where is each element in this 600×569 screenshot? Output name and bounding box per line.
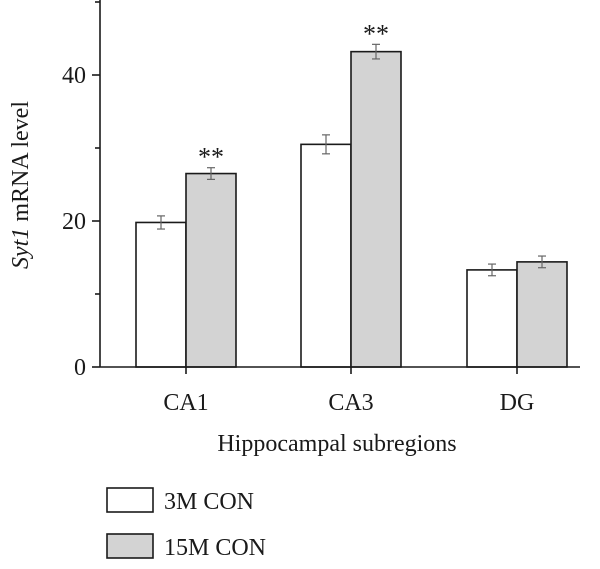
legend-swatch-3m-con xyxy=(106,487,154,513)
bar-3m-ca3 xyxy=(300,143,352,368)
legend-label-3m-con: 3M CON xyxy=(164,489,254,515)
y-tick-label-40: 40 xyxy=(62,63,86,89)
plot-area: ** ** 0 20 40 CA1 CA3 DG xyxy=(62,0,580,416)
bar-3m-dg xyxy=(466,269,518,368)
y-axis-label: Syt1 mRNA level xyxy=(8,101,34,269)
legend-swatch-15m-con xyxy=(106,533,154,559)
x-tick-label-ca1: CA1 xyxy=(163,390,208,416)
x-tick-label-dg: DG xyxy=(500,390,535,416)
error-bar-15m-ca3 xyxy=(372,43,380,60)
y-tick-label-0: 0 xyxy=(74,355,86,381)
error-bar-3m-ca3 xyxy=(322,134,330,155)
legend-label-15m-con: 15M CON xyxy=(164,535,266,561)
legend: 3M CON 15M CON xyxy=(106,487,266,561)
significance-label-ca1: ** xyxy=(198,143,224,172)
bar-15m-ca3 xyxy=(350,50,402,368)
x-axis-label: Hippocampal subregions xyxy=(217,431,456,457)
bar-15m-dg xyxy=(516,261,568,368)
y-axis-label-rest: mRNA level xyxy=(8,101,34,228)
error-bar-15m-ca1 xyxy=(207,167,215,180)
error-bar-15m-dg xyxy=(538,255,546,269)
x-tick-label-ca3: CA3 xyxy=(328,390,373,416)
bar-3m-ca1 xyxy=(135,221,187,368)
y-axis-label-italic: Syt1 xyxy=(8,228,34,269)
error-bar-3m-dg xyxy=(488,263,496,277)
error-bar-3m-ca1 xyxy=(157,215,165,230)
y-tick-label-20: 20 xyxy=(62,209,86,235)
significance-label-ca3: ** xyxy=(363,19,389,48)
bar-15m-ca1 xyxy=(185,172,237,368)
